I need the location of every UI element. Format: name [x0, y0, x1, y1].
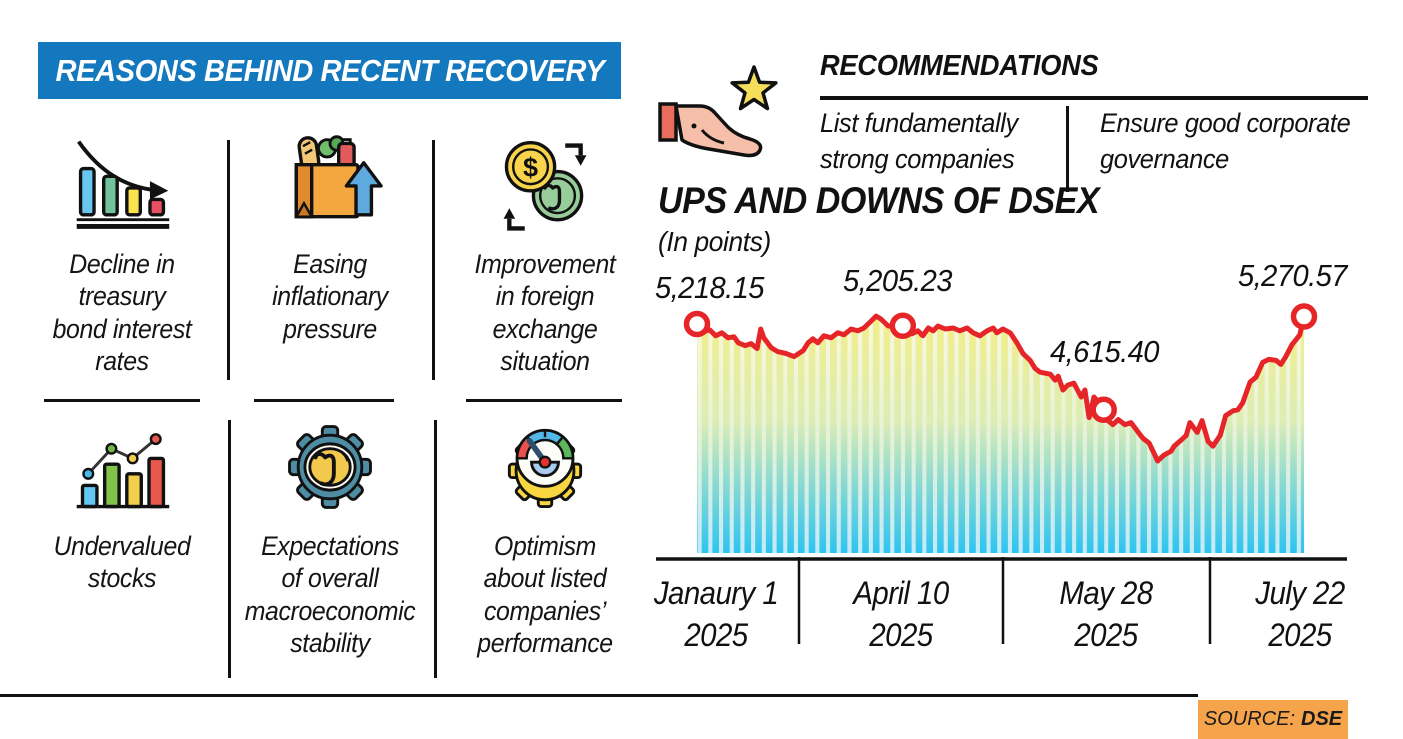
gear-taka-icon	[288, 425, 372, 509]
speedometer-gear-icon	[507, 428, 583, 508]
declining-bar-chart-icon	[76, 140, 170, 229]
reason-label-3: Improvement in foreign exchange situatio…	[474, 249, 616, 377]
taka-glyph	[313, 452, 336, 487]
source-prefix: SOURCE:	[1203, 708, 1295, 730]
reason-label-1: Decline in treasury bond interest rates	[52, 249, 192, 377]
rising-bar-chart-icon	[76, 433, 170, 509]
divider-col1-row1	[227, 140, 230, 380]
recommendations-underline	[820, 96, 1368, 100]
point-label-jul22: 5,270.57	[1238, 258, 1347, 293]
divider-col1-row2	[228, 420, 231, 678]
reason-label-5: Expectations of overall macroeconomic st…	[244, 531, 416, 659]
currency-exchange-icon: $	[503, 140, 587, 231]
point-label-apr10: 5,205.23	[843, 263, 952, 298]
divider-row-col2	[254, 399, 394, 402]
x-axis-label-3: May 28 2025	[1059, 575, 1153, 654]
source-name: DSE	[1301, 708, 1343, 730]
chart-subtitle: (In points)	[658, 226, 771, 257]
source-badge: SOURCE: DSE	[1198, 700, 1348, 739]
divider-row-col1	[44, 399, 200, 402]
recommendation-item-1: List fundamentally strong companies	[820, 108, 1018, 174]
recommendation-item-2: Ensure good corporate governance	[1100, 108, 1351, 174]
x-axis-label-2: April 10 2025	[853, 575, 949, 654]
grocery-bag-icon	[294, 135, 383, 219]
divider-row-col3	[466, 399, 622, 402]
reasons-title: REASONS BEHIND RECENT RECOVERY	[55, 52, 604, 88]
divider-col2-row1	[432, 140, 435, 380]
point-label-may28: 4,615.40	[1050, 334, 1159, 369]
chart-title: UPS AND DOWNS OF DSEX	[658, 180, 1100, 221]
recommendations-title: RECOMMENDATIONS	[820, 50, 1099, 82]
reason-label-4: Undervalued stocks	[53, 531, 191, 594]
x-axis-label-4: July 22 2025	[1255, 575, 1345, 654]
divider-col2-row2	[434, 420, 437, 678]
reason-label-2: Easing inflationary pressure	[272, 249, 388, 344]
dollar-glyph: $	[523, 152, 538, 182]
x-axis-label-1: Janaury 1 2025	[653, 575, 779, 654]
hand-with-star-icon	[658, 65, 778, 158]
recommendations-divider	[1066, 106, 1069, 192]
reason-label-6: Optimism about listed companies’ perform…	[477, 531, 613, 659]
point-label-jan1: 5,218.15	[655, 270, 764, 305]
reasons-header-bar: REASONS BEHIND RECENT RECOVERY	[38, 42, 621, 99]
footer-rule	[0, 694, 1198, 697]
